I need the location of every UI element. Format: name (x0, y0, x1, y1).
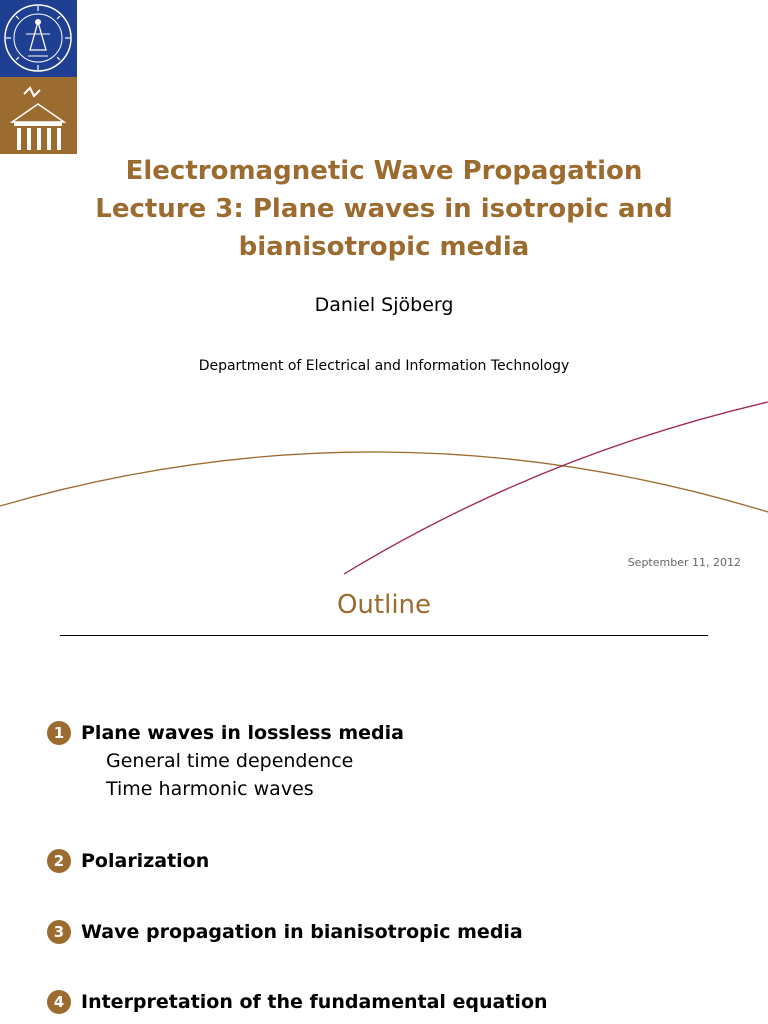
author-name: Daniel Sjöberg (314, 294, 454, 316)
toc-number-badge: 1 (47, 721, 71, 745)
toc-subitem: Time harmonic waves (106, 778, 314, 800)
presentation-title: Electromagnetic Wave Propagation Lecture… (0, 152, 768, 266)
toc-item-3: 3 Wave propagation in bianisotropic medi… (47, 920, 523, 944)
outline-heading: Outline (336, 590, 432, 620)
title-line-1: Electromagnetic Wave Propagation (125, 156, 643, 186)
toc-item-label: Plane waves in lossless media (81, 722, 404, 744)
toc-item-4: 4 Interpretation of the fundamental equa… (47, 990, 548, 1014)
toc-number-badge: 4 (47, 990, 71, 1014)
toc-item-1: 1 Plane waves in lossless media (47, 721, 404, 745)
toc-item-label: Polarization (81, 850, 210, 872)
brown-arc (0, 451, 768, 513)
toc-item-2: 2 Polarization (47, 849, 209, 873)
red-arc (343, 401, 768, 575)
toc-number-badge: 2 (47, 849, 71, 873)
toc-subitem: General time dependence (106, 750, 354, 772)
outline-slide: Outline 1 Plane waves in lossless media … (0, 576, 768, 1024)
title-slide: Electromagnetic Wave Propagation Lecture… (0, 0, 768, 576)
toc-item-label: Interpretation of the fundamental equati… (81, 991, 548, 1013)
presentation-date: September 11, 2012 (627, 556, 741, 569)
outline-divider (60, 635, 708, 636)
institute-name: Department of Electrical and Information… (198, 358, 570, 374)
toc-item-label: Wave propagation in bianisotropic media (81, 921, 523, 943)
title-line-2: Lecture 3: Plane waves in isotropic and (95, 194, 673, 224)
decorative-arcs (0, 401, 768, 575)
title-line-3: bianisotropic media (238, 232, 530, 262)
university-seal-icon (0, 0, 77, 154)
toc-number-badge: 3 (47, 920, 71, 944)
